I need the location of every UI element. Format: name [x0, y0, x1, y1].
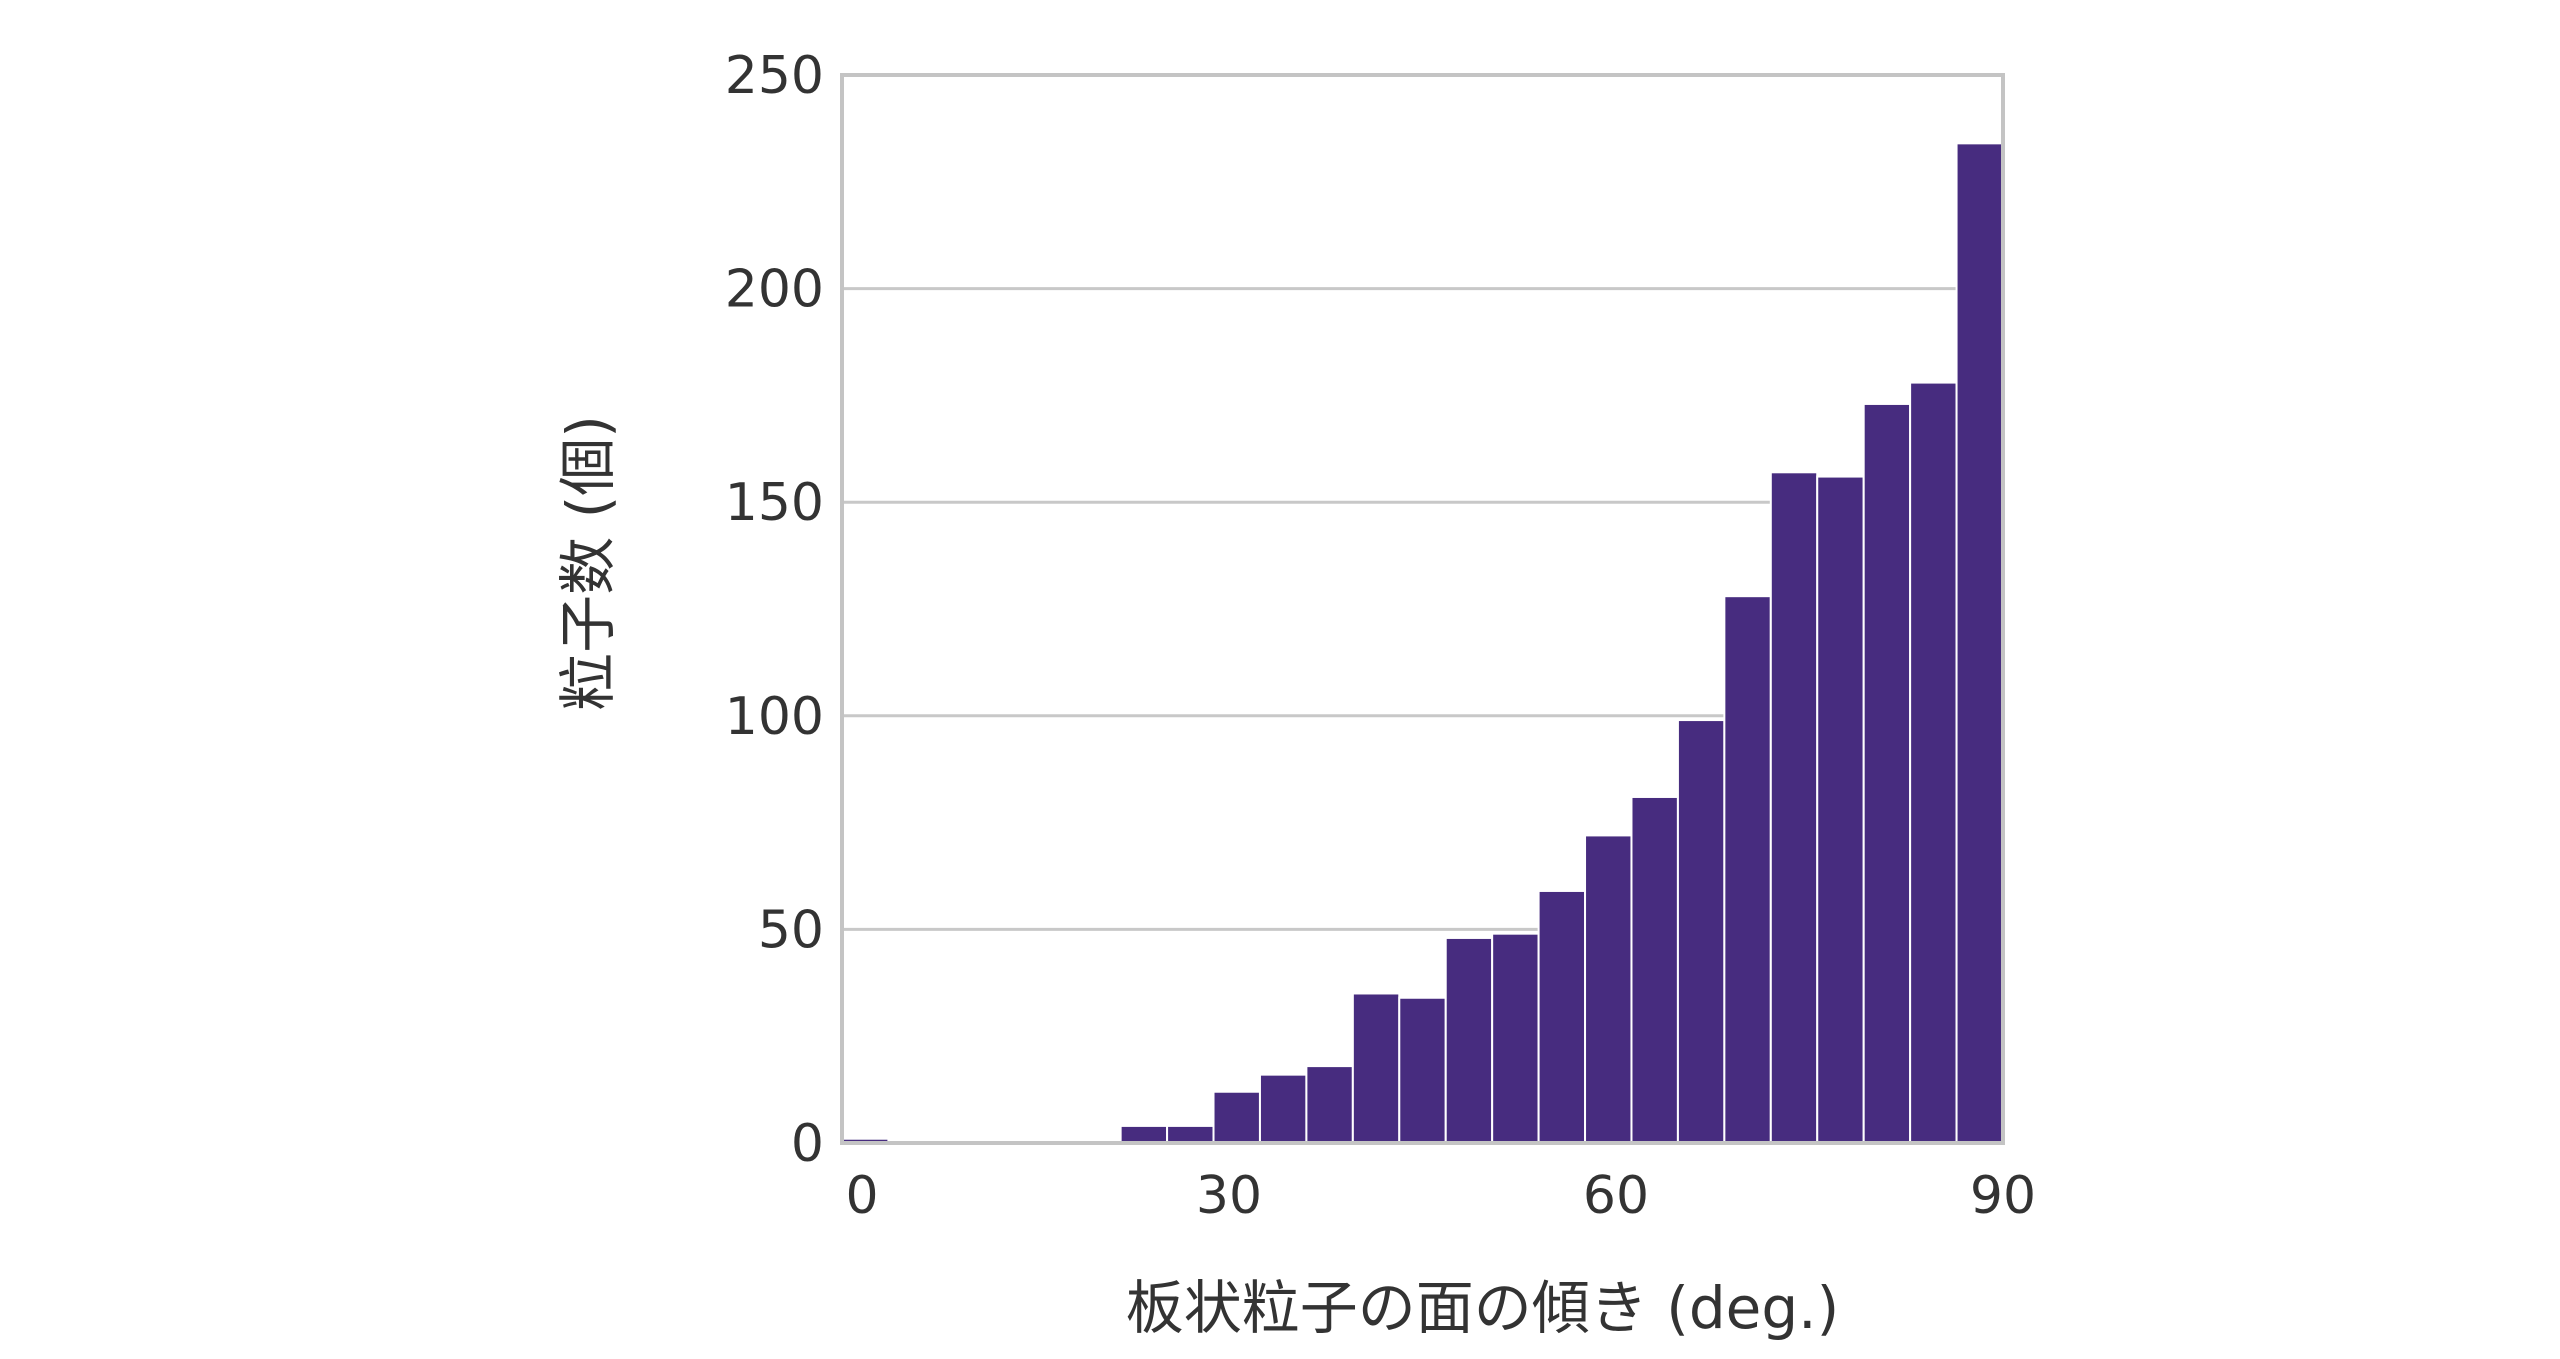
x-tick-label: 0 — [845, 1166, 878, 1226]
y-tick-label: 250 — [725, 46, 824, 106]
bar — [1258, 1073, 1308, 1144]
bar — [1862, 402, 1912, 1145]
x-tick-label: 60 — [1583, 1166, 1649, 1226]
y-tick-label: 200 — [725, 260, 824, 320]
bar — [1955, 142, 2005, 1145]
bar — [1119, 1124, 1169, 1144]
bars — [841, 142, 2005, 1145]
bar — [1305, 1065, 1354, 1144]
bar — [1676, 719, 1726, 1145]
x-tick-labels: 0 30 60 90 — [845, 1166, 2036, 1226]
y-tick-labels: 0 50 100 150 200 250 — [725, 46, 824, 1174]
y-tick-label: 50 — [758, 900, 824, 960]
bar — [1537, 889, 1587, 1145]
bar — [1769, 471, 1819, 1144]
x-tick-label: 30 — [1196, 1166, 1262, 1226]
bar — [1166, 1124, 1215, 1144]
bar — [1491, 932, 1540, 1144]
bar — [1909, 381, 1958, 1145]
bar — [1816, 475, 1865, 1144]
bar — [1351, 992, 1401, 1144]
bar — [1398, 996, 1447, 1145]
plot-frame — [840, 73, 2005, 1145]
bar — [1444, 936, 1494, 1144]
y-axis-title: 粒子数 (個) — [554, 415, 622, 711]
bar — [1630, 795, 1679, 1145]
y-tick-label: 0 — [791, 1114, 824, 1174]
x-tick-label: 90 — [1970, 1166, 2036, 1226]
bar — [1723, 595, 1772, 1144]
bar — [1584, 834, 1633, 1145]
y-tick-label: 150 — [725, 473, 824, 533]
bar — [1212, 1090, 1261, 1144]
y-tick-label: 100 — [725, 687, 824, 747]
x-axis-title: 板状粒子の面の傾き (deg.) — [1126, 1274, 1839, 1342]
